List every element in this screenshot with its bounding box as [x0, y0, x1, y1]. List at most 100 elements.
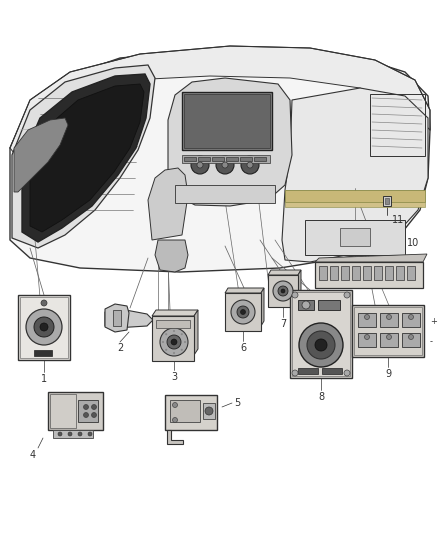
Bar — [156, 320, 190, 328]
Bar — [268, 275, 298, 307]
Circle shape — [292, 292, 298, 298]
Polygon shape — [194, 310, 198, 355]
Circle shape — [88, 432, 92, 436]
Bar — [341, 266, 349, 280]
Text: 4: 4 — [30, 450, 36, 460]
Circle shape — [205, 407, 213, 415]
Bar — [380, 313, 398, 327]
Circle shape — [240, 310, 246, 314]
Bar — [396, 266, 404, 280]
Bar — [322, 368, 342, 374]
Bar — [184, 94, 270, 148]
Bar — [226, 157, 238, 161]
Circle shape — [216, 156, 234, 174]
Polygon shape — [10, 50, 430, 272]
Circle shape — [386, 335, 392, 340]
Bar — [78, 400, 98, 422]
Bar — [165, 395, 217, 430]
Circle shape — [84, 413, 88, 417]
Polygon shape — [12, 65, 155, 248]
Bar — [305, 220, 405, 255]
Polygon shape — [155, 240, 188, 272]
Bar — [170, 400, 200, 422]
Bar — [290, 290, 352, 378]
Polygon shape — [315, 254, 427, 262]
Text: 7: 7 — [280, 319, 286, 329]
Bar — [319, 266, 327, 280]
Circle shape — [26, 309, 62, 345]
Circle shape — [191, 156, 209, 174]
Bar — [340, 228, 370, 246]
Circle shape — [68, 432, 72, 436]
Bar — [352, 305, 424, 357]
Bar — [50, 394, 76, 428]
Text: 1: 1 — [41, 374, 47, 384]
Text: 10: 10 — [407, 238, 419, 248]
Bar — [370, 94, 425, 156]
Polygon shape — [282, 88, 428, 262]
Bar — [285, 190, 425, 202]
Bar — [318, 300, 340, 310]
Bar — [18, 295, 70, 360]
Bar — [354, 307, 422, 355]
Bar — [34, 350, 52, 356]
Circle shape — [409, 335, 413, 340]
Circle shape — [92, 413, 96, 417]
Bar — [363, 266, 371, 280]
Circle shape — [222, 162, 228, 168]
Circle shape — [162, 341, 164, 343]
Bar — [254, 157, 266, 161]
Polygon shape — [105, 304, 129, 332]
Polygon shape — [298, 270, 301, 302]
Circle shape — [315, 339, 327, 351]
Text: +: + — [430, 317, 437, 326]
Bar — [298, 368, 318, 374]
Bar — [48, 392, 103, 430]
Polygon shape — [152, 310, 198, 316]
Polygon shape — [148, 168, 188, 240]
Bar — [182, 155, 270, 163]
Polygon shape — [14, 118, 68, 192]
Circle shape — [78, 432, 82, 436]
Circle shape — [184, 341, 186, 343]
Bar — [225, 293, 261, 331]
Circle shape — [58, 432, 62, 436]
Polygon shape — [268, 270, 301, 275]
Bar — [402, 313, 420, 327]
Polygon shape — [168, 78, 292, 206]
Circle shape — [173, 352, 175, 354]
Bar — [380, 333, 398, 347]
Circle shape — [281, 289, 285, 293]
Bar — [315, 262, 423, 288]
Bar — [383, 196, 391, 206]
Bar — [358, 333, 376, 347]
Bar — [212, 157, 224, 161]
Polygon shape — [225, 288, 264, 293]
Circle shape — [364, 335, 370, 340]
Circle shape — [292, 370, 298, 376]
Bar — [352, 266, 360, 280]
Bar — [182, 92, 272, 150]
Circle shape — [344, 292, 350, 298]
Bar — [198, 157, 210, 161]
Bar — [240, 157, 252, 161]
Bar — [385, 266, 393, 280]
Circle shape — [84, 405, 88, 409]
Circle shape — [197, 162, 203, 168]
Circle shape — [167, 335, 181, 349]
Text: 9: 9 — [385, 369, 391, 379]
Polygon shape — [261, 288, 264, 326]
Circle shape — [247, 162, 253, 168]
Bar — [53, 430, 93, 438]
Text: 3: 3 — [171, 372, 177, 382]
Circle shape — [181, 349, 183, 351]
Circle shape — [307, 331, 335, 359]
Circle shape — [364, 314, 370, 319]
Polygon shape — [30, 84, 144, 232]
Circle shape — [160, 328, 188, 356]
Bar — [330, 266, 338, 280]
Circle shape — [173, 330, 175, 332]
Bar — [152, 316, 194, 361]
Text: 6: 6 — [240, 343, 246, 353]
Polygon shape — [22, 74, 150, 242]
